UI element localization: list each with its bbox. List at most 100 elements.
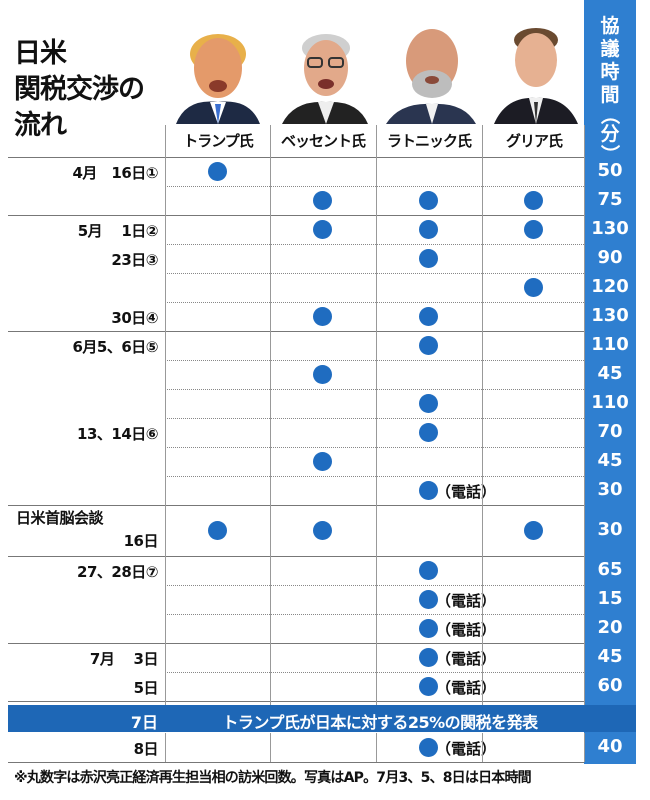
meeting-dot: [313, 520, 332, 540]
footnote: ※丸数字は赤沢亮正経済再生担当相の訪米回数。写真はAP。7月3、5、8日は日本時…: [14, 770, 532, 786]
minutes-value: 45: [597, 362, 623, 384]
phone-label: （電話）: [436, 649, 497, 668]
meeting-dot: [313, 306, 332, 326]
banner-text: トランプ氏が日本に対する25%の関税を発表: [222, 713, 538, 732]
meeting-dot: [313, 364, 332, 384]
row-divider: [8, 157, 584, 158]
column-divider: [584, 125, 585, 705]
minutes-header-char: （: [598, 105, 621, 125]
minutes-value: 75: [597, 188, 623, 210]
column-divider: [270, 733, 271, 762]
meeting-dot: [419, 306, 438, 326]
minutes-value: 120: [591, 275, 629, 297]
row-date: 27、28日⑦: [77, 562, 158, 581]
minutes-value: 30: [597, 518, 623, 540]
phone-label: （電話）: [436, 482, 497, 501]
minutes-value: 30: [597, 478, 623, 500]
row-divider: [165, 244, 584, 245]
column-divider: [270, 125, 271, 705]
header-lutnick: ラトニック氏: [376, 125, 481, 155]
minutes-value: 45: [597, 449, 623, 471]
column-divider: [165, 125, 166, 705]
chart-title: 日米 関税交渉の 流れ: [14, 36, 145, 144]
minutes-value: 60: [597, 674, 623, 696]
meeting-dot: [313, 219, 332, 239]
meeting-dot: [313, 190, 332, 210]
minutes-value: 90: [597, 246, 623, 268]
row-divider: [8, 643, 584, 644]
row-divider: [165, 302, 584, 303]
row-divider: [165, 614, 584, 615]
meeting-dot: [419, 335, 438, 355]
column-divider: [584, 733, 585, 762]
row-date: 6月5、6日⑤: [72, 337, 158, 356]
row-date: 日米首脳会談: [16, 509, 104, 527]
photo-lutnick: [378, 6, 482, 124]
header-trump: トランプ氏: [165, 125, 270, 155]
column-divider: [482, 125, 483, 705]
photo-bessent: [272, 6, 376, 124]
row-divider: [165, 389, 584, 390]
row-divider: [8, 331, 584, 332]
row-divider: [165, 418, 584, 419]
minutes-value: 45: [597, 645, 623, 667]
meeting-dot: [208, 520, 227, 540]
row-date: 4月 16日①: [72, 163, 158, 182]
minutes-value: 40: [597, 735, 623, 757]
meeting-dot: [419, 248, 438, 268]
column-divider: [376, 125, 377, 705]
row-date: 7月 3日: [89, 649, 159, 668]
meeting-dot: [524, 520, 543, 540]
row-divider: [165, 360, 584, 361]
phone-label: （電話）: [436, 620, 497, 639]
minutes-value: 110: [591, 391, 629, 413]
meeting-dot: [419, 480, 438, 500]
row-divider: [165, 273, 584, 274]
phone-label: （電話）: [436, 739, 497, 758]
meeting-dot: [419, 647, 438, 667]
minutes-value: 20: [597, 616, 623, 638]
row-divider: [165, 186, 584, 187]
minutes-value: 130: [591, 304, 629, 326]
minutes-value: 15: [597, 587, 623, 609]
column-divider: [376, 733, 377, 762]
row-date: 30日④: [111, 308, 158, 327]
minutes-value: 50: [597, 159, 623, 181]
row-divider: [165, 585, 584, 586]
meeting-dot: [419, 618, 438, 638]
minutes-value: 65: [597, 558, 623, 580]
minutes-header-char: 分: [600, 123, 620, 145]
row-date: 13、14日⑥: [77, 424, 158, 443]
row-divider: [8, 556, 584, 557]
minutes-header: 協 議 時 間 （ 分 ）: [584, 15, 636, 165]
announcement-banner: 7日 トランプ氏が日本に対する25%の関税を発表: [8, 705, 636, 732]
phone-label: （電話）: [436, 591, 497, 610]
minutes-value: 110: [591, 333, 629, 355]
title-line: 関税交渉の: [14, 74, 145, 105]
header-bessent: ベッセント氏: [270, 125, 375, 155]
title-line: 流れ: [14, 110, 67, 141]
meeting-dot: [419, 393, 438, 413]
row-divider: [165, 447, 584, 448]
row-divider: [8, 215, 584, 216]
row-date: 5月 1日②: [77, 221, 159, 240]
title-line: 日米: [14, 38, 67, 69]
meeting-dot: [419, 676, 438, 696]
column-divider: [165, 733, 166, 762]
row-divider: [165, 672, 584, 673]
photo-trump: [166, 6, 270, 124]
photo-greer: [484, 6, 588, 124]
minutes-header-char: 協: [600, 15, 620, 37]
meeting-dot: [524, 219, 543, 239]
row-divider: [165, 476, 584, 477]
meeting-dot: [524, 277, 543, 297]
meeting-dot: [524, 190, 543, 210]
row-date: 16日: [123, 532, 159, 550]
meeting-dot: [313, 451, 332, 471]
minutes-header-char: 時: [600, 61, 620, 83]
header-greer: グリア氏: [482, 125, 585, 155]
meeting-dot: [208, 161, 227, 181]
banner-date: 7日: [130, 713, 158, 732]
minutes-column: [584, 0, 636, 764]
meeting-dot: [419, 219, 438, 239]
